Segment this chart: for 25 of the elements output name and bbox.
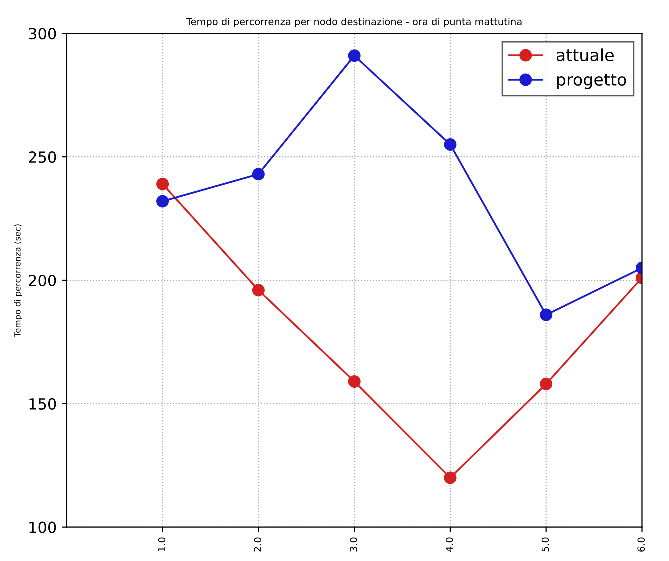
y-tick-label: 250 xyxy=(29,152,56,164)
point xyxy=(156,178,170,190)
point xyxy=(540,378,553,390)
x-tick-label: 2.0 xyxy=(254,538,262,552)
y-tick-label: 300 xyxy=(29,28,56,40)
chart-title: Tempo di percorrenza per nodo destinazione - ora di punta mattutina xyxy=(186,18,522,28)
legend-label: progetto xyxy=(557,74,626,90)
y-axis-title: Tempo di percorrenza (sec) xyxy=(14,224,22,338)
point xyxy=(252,168,265,181)
x-tick-label: 3.0 xyxy=(350,538,358,552)
point xyxy=(156,195,170,208)
x-tick-label: 6.0 xyxy=(638,538,646,552)
point xyxy=(348,50,361,62)
x-tick-label: 4.0 xyxy=(446,538,454,552)
point xyxy=(444,472,457,484)
y-tick-label: 100 xyxy=(30,522,56,534)
point xyxy=(348,375,361,388)
point xyxy=(252,284,265,297)
x-tick-label: 1.0 xyxy=(158,538,166,552)
y-tick-label: 150 xyxy=(30,398,56,410)
point xyxy=(540,308,553,322)
point xyxy=(444,138,457,151)
legend-label: attuale xyxy=(556,48,614,62)
y-tick-label: 200 xyxy=(29,274,56,287)
x-tick-label: 5.0 xyxy=(542,538,550,552)
